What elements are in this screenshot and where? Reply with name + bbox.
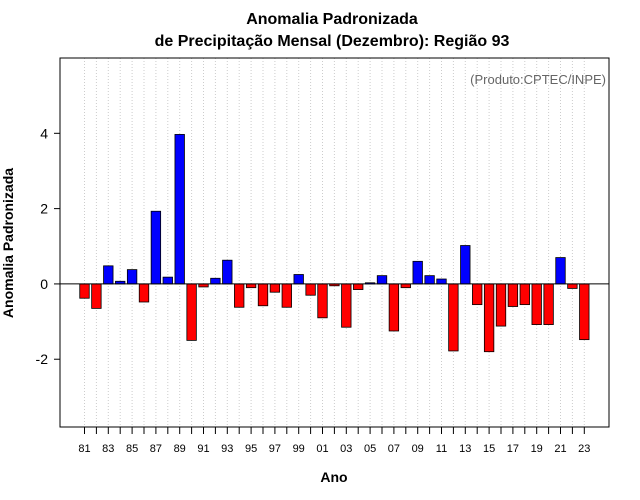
x-tick-label: 17 — [507, 443, 519, 455]
bar-01 — [317, 283, 328, 319]
bar-96 — [257, 283, 269, 307]
x-tick-label: 11 — [436, 443, 447, 455]
bar-89 — [174, 134, 185, 285]
bar-86 — [138, 283, 150, 303]
bar-11 — [436, 278, 447, 285]
bar-04 — [353, 283, 364, 290]
bar-93 — [222, 259, 233, 285]
bar-23 — [579, 283, 590, 341]
credit-label: (Produto:CPTEC/INPE) — [470, 72, 606, 87]
x-tick-label: 09 — [412, 443, 424, 455]
bar-95 — [245, 283, 257, 289]
bar-87 — [150, 210, 162, 285]
bar-20 — [543, 283, 554, 325]
x-tick-label: 83 — [102, 443, 114, 455]
y-tick-label: 0 — [40, 276, 48, 292]
x-tick-label: 05 — [364, 443, 376, 455]
bar-97 — [269, 283, 281, 293]
x-axis-label: Ano — [320, 469, 347, 485]
x-tick-label: 13 — [459, 443, 471, 455]
bar-82 — [91, 283, 102, 309]
x-tick-label: 15 — [483, 443, 495, 455]
x-tick-label: 19 — [531, 443, 543, 455]
chart-title: Anomalia Padronizada — [246, 11, 418, 28]
bar-17 — [507, 283, 519, 307]
y-axis: -2 0 2 4 — [36, 125, 60, 367]
chart-subtitle: de Precipitação Mensal (Dezembro): Regiã… — [155, 33, 510, 50]
bar-16 — [495, 283, 507, 327]
bar-15 — [483, 283, 495, 353]
x-tick-label: 95 — [245, 443, 257, 455]
x-tick-label: 87 — [150, 443, 162, 455]
bar-81 — [79, 283, 90, 299]
bar-99 — [293, 274, 304, 285]
bar-98 — [281, 283, 292, 308]
bar-00 — [305, 283, 316, 296]
bar-94 — [234, 283, 245, 308]
bar-18 — [519, 283, 530, 306]
x-tick-label: 23 — [578, 443, 590, 455]
bar-07 — [388, 283, 400, 332]
x-tick-label: 81 — [78, 443, 90, 455]
x-tick-label: 01 — [316, 443, 328, 455]
bar-14 — [472, 283, 483, 306]
x-tick-label: 89 — [174, 443, 186, 455]
bar-09 — [412, 260, 423, 285]
y-tick-label: 4 — [40, 125, 48, 141]
bar-88 — [162, 276, 173, 285]
x-tick-label: 85 — [126, 443, 138, 455]
x-tick-label: 91 — [197, 443, 209, 455]
x-axis: 81 83 85 87 89 91 93 95 97 99 01 03 05 07 09 11 13 15 17 19… — [78, 427, 590, 455]
bar-12 — [448, 283, 459, 352]
bar-13 — [460, 245, 471, 285]
bar-92 — [210, 277, 221, 285]
x-tick-label: 99 — [293, 443, 305, 455]
bar-19 — [531, 283, 542, 325]
x-tick-label: 21 — [554, 443, 566, 455]
bar-21 — [555, 257, 566, 285]
x-tick-label: 97 — [269, 443, 281, 455]
y-axis-label: Anomalia Padronizada — [0, 168, 16, 318]
bar-22 — [567, 283, 578, 289]
bar-83 — [103, 265, 114, 285]
y-tick-label: -2 — [36, 351, 49, 367]
bar-90 — [186, 283, 197, 341]
bar-08 — [400, 283, 411, 289]
x-tick-label: 93 — [221, 443, 233, 455]
bar-10 — [424, 275, 435, 285]
bar-03 — [341, 283, 352, 328]
plot-frame — [59, 57, 610, 428]
bar-06 — [376, 275, 388, 285]
bar-85 — [126, 269, 138, 285]
y-tick-label: 2 — [40, 201, 48, 217]
x-tick-label: 07 — [388, 443, 400, 455]
x-tick-label: 03 — [340, 443, 352, 455]
